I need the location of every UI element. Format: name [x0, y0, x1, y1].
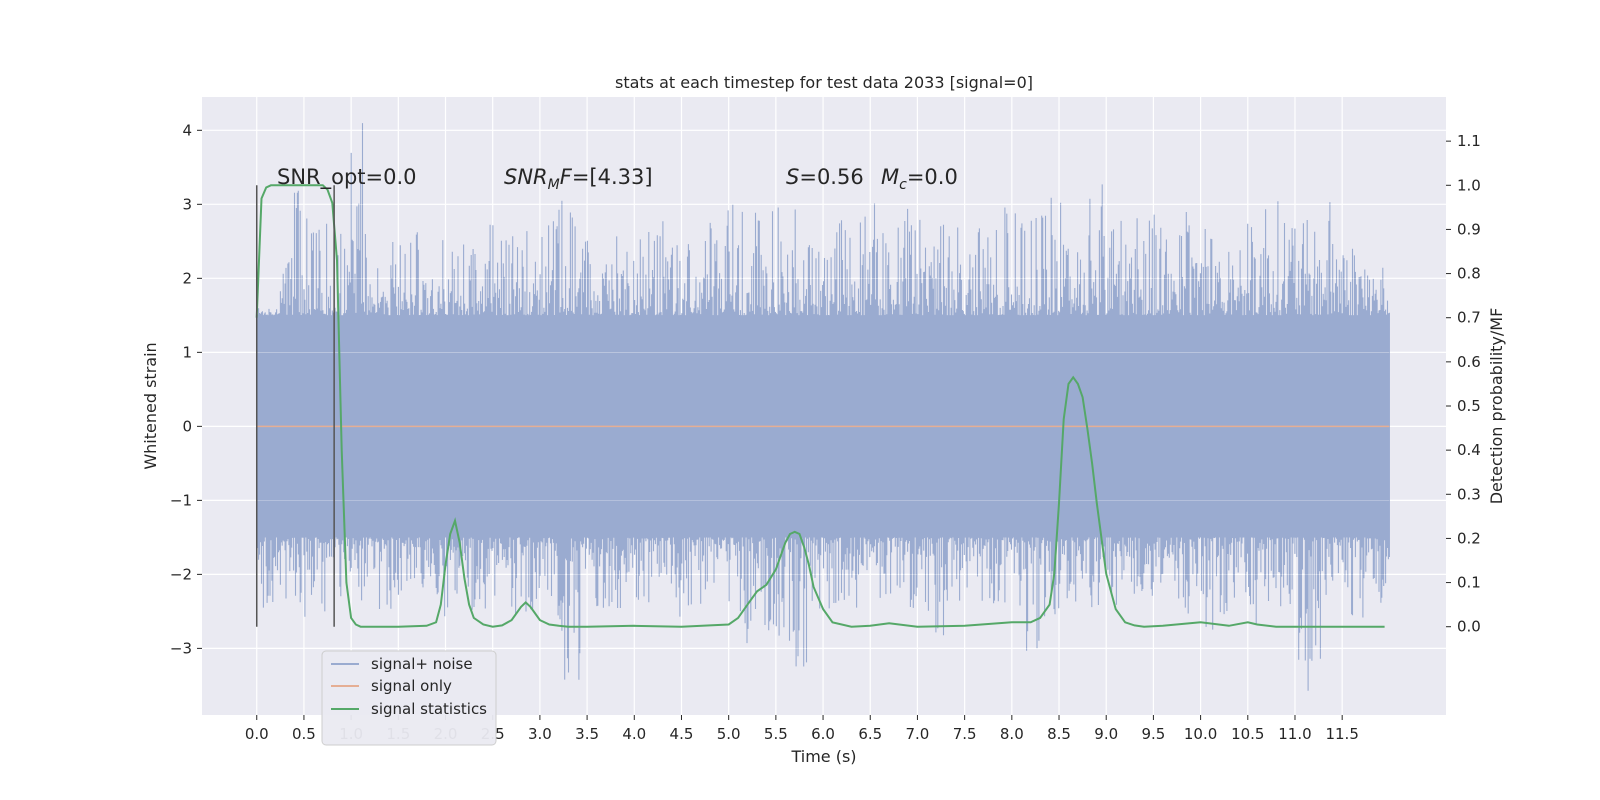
x-tick-label: 3.5: [575, 725, 599, 743]
y-right-tick-label: 1.0: [1457, 176, 1481, 194]
annotation-mc: Mc=0.0: [881, 165, 958, 193]
vertical-markers: [255, 185, 335, 627]
x-tick-label: 0.5: [292, 725, 316, 743]
y-tick-label: 4: [182, 121, 192, 139]
y-axis-label: Whitened strain: [141, 342, 160, 469]
y-right-tick-label: 0.5: [1457, 397, 1481, 415]
chart-title: stats at each timestep for test data 203…: [615, 73, 1033, 92]
x-tick-label: 10.0: [1184, 725, 1217, 743]
x-tick-label: 4.5: [670, 725, 694, 743]
x-tick-label: 5.0: [717, 725, 741, 743]
x-tick-label: 6.0: [811, 725, 835, 743]
x-tick-label: 10.5: [1231, 725, 1264, 743]
y-right-tick-label: 0.7: [1457, 309, 1481, 327]
x-axis-label: Time (s): [790, 747, 856, 766]
y-right-tick-label: 1.1: [1457, 132, 1481, 150]
y-right-tick-label: 0.0: [1457, 618, 1481, 636]
annotation-snr-mf: SNRMF=[4.33]: [504, 165, 653, 193]
x-tick-label: 8.0: [1000, 725, 1024, 743]
y-right-tick-label: 0.6: [1457, 353, 1481, 371]
x-tick-label: 4.0: [622, 725, 646, 743]
y-right-tick-label: 0.2: [1457, 529, 1481, 547]
y-tick-label: 2: [182, 269, 192, 287]
x-tick-label: 6.5: [858, 725, 882, 743]
x-tick-label: 7.5: [953, 725, 977, 743]
x-tick-label: 11.5: [1325, 725, 1358, 743]
annotation-snr-opt: SNR_opt=0.0: [277, 165, 417, 190]
y-tick-label: −3: [170, 639, 192, 657]
y-tick-label: −2: [170, 565, 192, 583]
x-tick-label: 8.5: [1047, 725, 1071, 743]
y-tick-label: 1: [182, 343, 192, 361]
x-tick-label: 0.0: [245, 725, 269, 743]
x-tick-label: 9.0: [1094, 725, 1118, 743]
y-axis-left: −3 −2 −1 0 1 2 3 4: [170, 121, 202, 657]
y-axis-right-label: Detection probability/MF: [1487, 308, 1506, 505]
legend: signal+ noise signal only signal statist…: [321, 650, 497, 746]
legend-label-signal-statistics: signal statistics: [371, 700, 487, 718]
y-tick-label: 0: [182, 417, 192, 435]
y-tick-label: −1: [170, 491, 192, 509]
x-tick-label: 11.0: [1278, 725, 1311, 743]
x-tick-label: 9.5: [1141, 725, 1165, 743]
x-tick-label: 7.0: [906, 725, 930, 743]
y-axis-right: 0.0 0.1 0.2 0.3 0.4 0.5 0.6 0.7 0.8 0.9 1.0 1.1: [1446, 132, 1481, 636]
legend-label-signal-only: signal only: [371, 677, 452, 695]
y-right-tick-label: 0.8: [1457, 265, 1481, 283]
y-right-tick-label: 0.3: [1457, 485, 1481, 503]
x-tick-label: 5.5: [764, 725, 788, 743]
signal-statistics-line: [255, 184, 1385, 628]
y-right-tick-label: 0.9: [1457, 220, 1481, 238]
y-right-tick-label: 0.4: [1457, 441, 1481, 459]
legend-box: [321, 650, 497, 746]
series-lines: [255, 184, 1390, 628]
annotation-s: S=0.56: [786, 165, 864, 189]
legend-label-signal-noise: signal+ noise: [371, 655, 473, 673]
y-right-tick-label: 0.1: [1457, 574, 1481, 592]
x-tick-label: 3.0: [528, 725, 552, 743]
y-tick-label: 3: [182, 195, 192, 213]
